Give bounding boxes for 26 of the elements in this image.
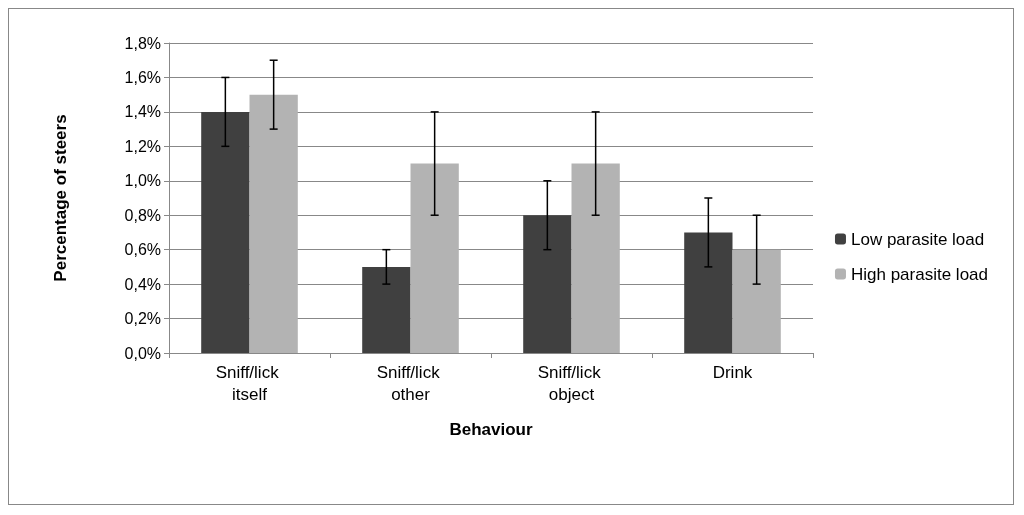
y-tick-label: 0,6% <box>124 241 161 259</box>
x-tick-label: Sniff/lick object <box>537 362 606 404</box>
y-tick-label: 1,6% <box>124 68 161 86</box>
bar <box>732 249 781 353</box>
y-tick-label: 0,2% <box>124 310 161 328</box>
y-tick-label: 1,8% <box>124 34 161 52</box>
x-tick-label: Sniff/lick itself <box>215 362 284 404</box>
y-tick-label: 1,0% <box>124 172 161 190</box>
x-axis-title: Behaviour <box>449 420 533 439</box>
y-tick-label: 1,4% <box>124 103 161 121</box>
bar <box>523 215 572 353</box>
bar <box>410 163 459 353</box>
legend-label: Low parasite load <box>850 229 985 249</box>
y-tick-label: 0,8% <box>124 206 161 224</box>
bar <box>571 163 620 353</box>
x-tick-label: Sniff/lick other <box>376 362 445 404</box>
bar <box>249 94 298 353</box>
bar <box>201 111 250 353</box>
bar <box>362 266 411 353</box>
y-tick-label: 1,2% <box>124 137 161 155</box>
x-tick-label: Drink <box>712 362 753 382</box>
y-axis-title: Percentage of steers <box>51 114 70 282</box>
y-tick-label: 0,4% <box>124 275 161 293</box>
bar <box>684 232 733 353</box>
legend-label: High parasite load <box>850 264 988 284</box>
y-tick-label: 0,0% <box>124 344 161 362</box>
